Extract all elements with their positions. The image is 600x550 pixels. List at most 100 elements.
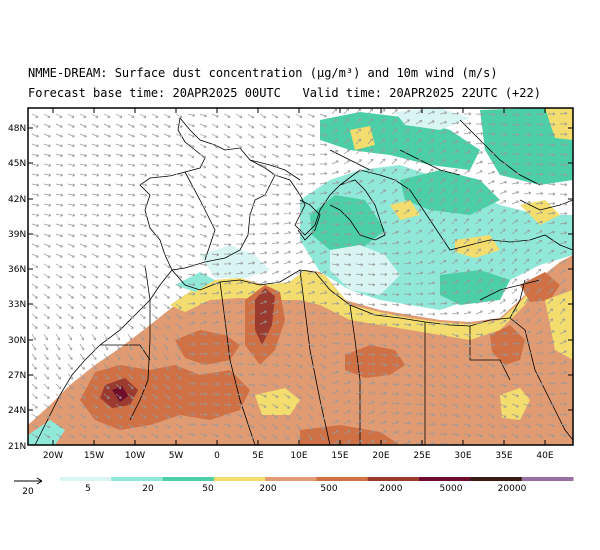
wind-arrow [463, 290, 471, 295]
wind-arrow [355, 159, 362, 165]
wind-arrow [427, 260, 435, 265]
wind-arrow [223, 143, 231, 149]
wind-arrow [115, 263, 123, 268]
wind-arrow [307, 321, 316, 325]
legend-threshold: 500 [320, 484, 337, 494]
wind-arrow [415, 353, 423, 358]
wind-arrow [211, 311, 219, 315]
wind-arrow [91, 153, 99, 157]
wind-arrow [379, 231, 388, 235]
wind-arrow [55, 313, 62, 319]
wind-arrow [415, 119, 423, 125]
latitude-axis: 48N 45N 42N 39N 36N 33N 30N 27N 24N 21N [8, 124, 573, 452]
wind-arrow [199, 213, 207, 218]
wind-arrow [103, 213, 112, 217]
wind-arrow [451, 269, 459, 275]
wind-arrow [235, 332, 244, 336]
wind-arrow [247, 280, 255, 285]
wind-arrow [295, 260, 303, 265]
wind-arrow [463, 121, 472, 126]
wind-arrow [223, 262, 232, 266]
wind-arrow [259, 352, 268, 357]
wind-arrow [307, 172, 316, 176]
wind-arrow [331, 351, 340, 355]
wind-arrow [283, 183, 292, 187]
wind-arrow [355, 190, 363, 195]
wind-arrow [271, 300, 279, 305]
wind-arrow [367, 283, 376, 287]
wind-arrow [151, 343, 157, 351]
wind-arrow [31, 273, 39, 279]
wind-arrow [259, 363, 268, 367]
wind-arrow [511, 229, 518, 235]
wind-arrow [187, 372, 196, 376]
wind-arrow [475, 279, 482, 285]
wind-arrow [535, 298, 541, 305]
wind-arrow [151, 183, 160, 187]
wind-arrow [379, 391, 388, 395]
wind-arrow [391, 373, 400, 377]
wind-arrow [331, 390, 339, 395]
wind-arrow [223, 291, 232, 295]
wind-arrow [439, 353, 447, 358]
wind-arrow [127, 383, 134, 390]
wind-arrow [427, 322, 436, 327]
wind-arrow [499, 413, 507, 418]
wind-arrow [295, 211, 304, 215]
wind-arrow [235, 233, 244, 237]
wind-arrow [139, 383, 146, 390]
wind-arrow [343, 321, 352, 325]
wind-arrow [199, 412, 208, 417]
wind-arrow [403, 440, 411, 445]
wind-arrow [187, 183, 195, 189]
wind-arrow [391, 199, 398, 205]
wind-arrow [67, 133, 75, 138]
wind-arrow [31, 333, 37, 341]
wind-arrow [331, 118, 338, 125]
wind-arrow [427, 130, 435, 135]
wind-arrow [355, 148, 362, 155]
wind-arrow [127, 163, 136, 167]
wind-arrow [91, 183, 100, 187]
wind-arrow [343, 149, 350, 155]
wind-arrow [547, 308, 553, 315]
wind-arrow [391, 209, 399, 215]
wind-arrow [79, 223, 87, 227]
wind-arrow [31, 243, 39, 248]
wind-arrow [259, 342, 268, 346]
wind-arrow [259, 383, 267, 388]
wind-arrow [415, 148, 422, 155]
wind-arrow [115, 253, 123, 258]
wind-arrow [379, 353, 388, 357]
wind-arrow [127, 413, 135, 419]
wind-arrow [223, 173, 231, 179]
wind-arrow [511, 362, 520, 367]
wind-arrow [379, 313, 388, 317]
wind-arrow [247, 222, 256, 227]
wind-arrow [31, 253, 39, 258]
wind-arrow [319, 230, 327, 235]
wind-arrow [91, 293, 98, 299]
wind-arrow [559, 142, 568, 147]
wind-arrow [223, 163, 231, 169]
wind-arrow [379, 430, 387, 435]
wind-arrow [499, 363, 508, 367]
wind-arrow [403, 128, 410, 135]
wind-arrow [199, 203, 207, 209]
wind-arrow [307, 280, 315, 285]
wind-arrow [115, 113, 123, 118]
wind-arrow [67, 263, 75, 268]
wind-arrow [559, 298, 566, 305]
wind-arrow [319, 291, 328, 295]
wind-arrow [487, 151, 496, 155]
wind-arrow [31, 343, 37, 351]
wind-arrow [67, 173, 76, 177]
wind-arrow [55, 243, 63, 248]
wind-arrow [127, 143, 135, 148]
wind-arrow [199, 372, 208, 376]
wind-arrow [439, 159, 446, 165]
wind-arrow [379, 200, 387, 205]
wind-arrow [115, 373, 122, 380]
wind-arrow [343, 430, 351, 435]
wind-arrow [283, 153, 291, 158]
